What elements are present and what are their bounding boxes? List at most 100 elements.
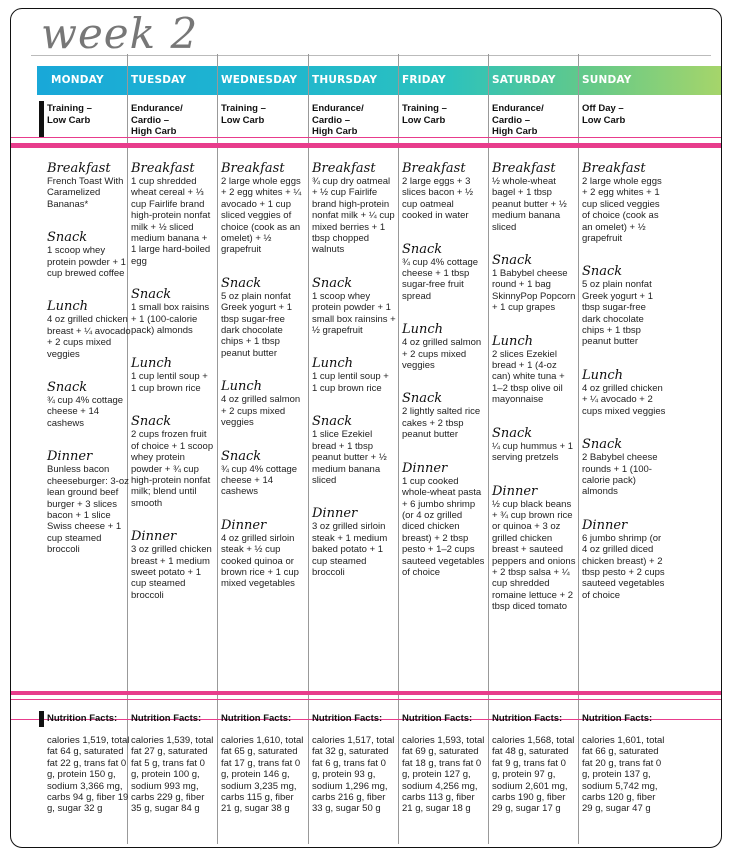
meal-description: ¾ cup dry oatmeal + ½ cup Fairlife brand… — [312, 176, 395, 256]
meal-description: 2 large whole eggs + 2 egg whites + ¼ av… — [221, 176, 302, 256]
meal-description: 4 oz grilled chicken breast + ¼ avocado … — [47, 314, 131, 360]
meal-column-saturday: Breakfast ½ whole-wheat bagel + 1 tbsp pe… — [492, 161, 576, 633]
nutrition-facts-thursday: calories 1,517, total fat 32 g, saturate… — [312, 735, 395, 815]
meal-label: Snack — [402, 391, 443, 407]
meal-label: Breakfast — [221, 161, 285, 176]
meal-description: 2 lightly salted rice cakes + 2 tbsp pea… — [402, 406, 481, 441]
meal-label: Snack — [492, 253, 533, 269]
nutrition-facts-label: Nutrition Facts: — [312, 713, 383, 724]
nutrition-facts-saturday: calories 1,568, total fat 48 g, saturate… — [492, 735, 575, 815]
meal-column-monday: Breakfast French Toast With Caramel­ized … — [47, 161, 131, 576]
nutrition-facts-label: Nutrition Facts: — [221, 713, 292, 724]
meal-description: 1 scoop whey protein powder + 1 small bo… — [312, 290, 396, 337]
meal-label: Breakfast — [47, 161, 111, 176]
meal-description: ¼ cup hummus + 1 serving pretzels — [492, 440, 574, 464]
meal-label: Snack — [131, 287, 172, 303]
meal-label: Snack — [131, 414, 172, 430]
nutrition-facts-label: Nutrition Facts: — [582, 713, 653, 724]
meal-description: 1 cup shredded wheat cereal + ⅓ cup Fair… — [131, 176, 211, 267]
meal-description: ½ whole-wheat bagel + 1 tbsp peanut butt… — [492, 176, 567, 233]
meal-description: 1 slice Ezekiel bread + 1 tbsp peanut bu… — [312, 429, 387, 486]
meal-description: 2 large eggs + 3 slices bacon + ½ cup oa… — [402, 176, 474, 222]
pink-rule-thick — [11, 143, 721, 148]
meal-description: 4 oz grilled salmon + 2 cups mixed veggi… — [221, 394, 301, 429]
meal-description: 3 oz grilled chicken breast + 1 medium s… — [131, 544, 212, 601]
meal-label: Lunch — [582, 367, 624, 383]
meal-label: Breakfast — [402, 161, 466, 176]
day-header-saturday: SATURDAY — [492, 74, 556, 86]
training-type-sunday: Off Day – Low Carb — [582, 103, 626, 126]
meal-label: Snack — [47, 380, 88, 396]
nutrition-facts-sunday: calories 1,601, total fat 66 g, saturate… — [582, 735, 665, 815]
meal-label: Dinner — [312, 506, 358, 522]
meal-label: Lunch — [221, 379, 263, 395]
training-type-tuesday: Endurance/ Cardio – High Carb — [131, 103, 183, 137]
meal-label: Snack — [47, 230, 88, 246]
meal-label: Snack — [312, 414, 353, 430]
training-type-friday: Training – Low Carb — [402, 103, 447, 126]
meal-plan-frame: week 2 MONDAY TUESDAY WEDNESDAY THURSDAY… — [10, 8, 722, 848]
meal-column-sunday: Breakfast 2 large whole eggs + 2 egg whit… — [582, 161, 666, 621]
meal-label: Lunch — [312, 356, 354, 372]
nutrition-facts-wednesday: calories 1,610, total fat 65 g, saturate… — [221, 735, 304, 815]
meal-description: 5 oz plain nonfat Greek yogurt + 1 tbsp … — [221, 290, 293, 359]
column-divider — [217, 54, 218, 844]
column-divider — [398, 54, 399, 844]
day-header-tuesday: TUESDAY — [131, 74, 187, 86]
day-header-wednesday: WEDNESDAY — [221, 74, 298, 86]
meal-label: Snack — [582, 437, 623, 453]
meal-label: Breakfast — [131, 161, 195, 176]
meal-description: 1 cup lentil soup + 1 cup brown rice — [312, 371, 389, 394]
meal-column-thursday: Breakfast ¾ cup dry oatmeal + ½ cup Fairl… — [312, 161, 396, 598]
meal-label: Lunch — [47, 299, 89, 315]
meal-label: Snack — [221, 275, 262, 291]
meal-description: 4 oz grilled sirloin steak + ½ cup cooke… — [221, 532, 299, 590]
pink-rule-thin — [11, 699, 721, 700]
meal-label: Dinner — [402, 460, 448, 476]
training-type-thursday: Endurance/ Cardio – High Carb — [312, 103, 364, 137]
meal-label: Snack — [582, 264, 623, 280]
pink-rule-thin — [11, 719, 721, 720]
meal-description: 6 jumbo shrimp (or 4 oz grilled diced ch… — [582, 532, 665, 601]
meal-label: Snack — [492, 425, 533, 441]
meal-label: Dinner — [492, 483, 538, 499]
meal-description: ¾ cup 4% cottage cheese + 1 tbsp sugar-f… — [402, 256, 479, 302]
meal-description: ½ cup black beans + ¾ cup brown rice or … — [492, 498, 576, 613]
nutrition-facts-label: Nutrition Facts: — [131, 713, 202, 724]
column-divider — [127, 54, 128, 844]
meal-description: 3 oz grilled sirloin steak + 1 medium ba… — [312, 521, 388, 578]
day-header-band: MONDAY TUESDAY WEDNESDAY THURSDAY FRIDAY… — [37, 66, 721, 95]
meal-label: Snack — [221, 448, 262, 464]
meal-description: 1 cup cooked whole-wheat pasta + 6 jumbo… — [402, 475, 485, 578]
meal-label: Lunch — [402, 322, 444, 338]
meal-description: 2 slices Ezekiel bread + 1 (4-oz can) wh… — [492, 348, 565, 406]
meal-label: Snack — [402, 241, 443, 257]
meal-description: 2 cups frozen fruit of choice + 1 scoop … — [131, 429, 214, 509]
column-divider — [308, 54, 309, 844]
training-type-monday: Training – Low Carb — [47, 103, 92, 126]
meal-description: 1 Babybel cheese round + 1 bag SkinnyPop… — [492, 268, 576, 314]
meal-column-friday: Breakfast 2 large eggs + 3 slices bacon +… — [402, 161, 486, 598]
meal-column-tuesday: Breakfast 1 cup shredded wheat cereal + ⅓… — [131, 161, 215, 621]
meal-description: 5 oz plain nonfat Greek yogurt + 1 tbsp … — [582, 279, 654, 348]
page-title: week 2 — [41, 9, 199, 58]
meal-description: 4 oz grilled chicken + ¼ avocado + 2 cup… — [582, 382, 666, 417]
meal-description: ¾ cup 4% cot­tage cheese + 14 cashews — [221, 463, 298, 498]
nutrition-facts-label: Nutrition Facts: — [47, 713, 118, 724]
meal-description: 2 Babybel cheese rounds + 1 (100-calorie… — [582, 452, 658, 498]
day-header-friday: FRIDAY — [402, 74, 446, 86]
nutrition-facts-friday: calories 1,593, total fat 69 g, saturate… — [402, 735, 485, 815]
nutrition-facts-monday: calories 1,519, total fat 64 g, saturate… — [47, 735, 130, 815]
nutrition-facts-tuesday: calories 1,539, total fat 27 g, saturate… — [131, 735, 214, 815]
training-type-marker — [39, 101, 44, 137]
meal-description: 1 scoop whey protein powder + 1 cup brew… — [47, 245, 126, 280]
meal-label: Lunch — [131, 356, 173, 372]
meal-label: Breakfast — [582, 161, 646, 176]
meal-description: 1 cup lentil soup + 1 cup brown rice — [131, 371, 208, 394]
nutrition-facts-label: Nutrition Facts: — [492, 713, 563, 724]
training-type-wednesday: Training – Low Carb — [221, 103, 266, 126]
meal-label: Breakfast — [492, 161, 556, 176]
meal-label: Dinner — [47, 449, 93, 465]
meal-label: Dinner — [221, 517, 267, 533]
meal-label: Breakfast — [312, 161, 376, 176]
